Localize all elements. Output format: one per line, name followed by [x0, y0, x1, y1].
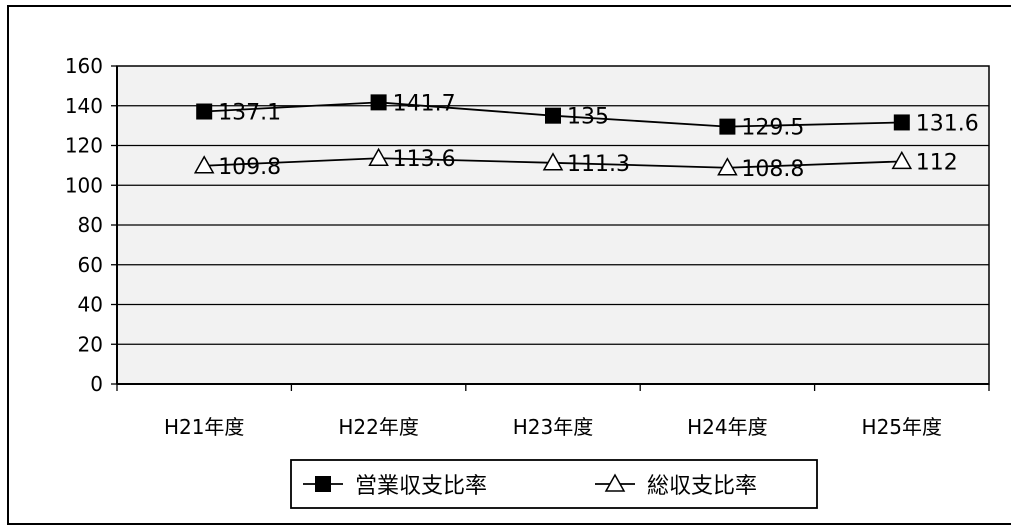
- y-tick-label-100: 100: [65, 173, 103, 197]
- marker-triangle-0: [193, 155, 215, 174]
- data-label-s1-2: 111.3: [567, 152, 630, 177]
- marker-square-3: [719, 118, 736, 135]
- legend-label-series-1: 総収支比率: [647, 474, 757, 499]
- legend-label-series-0: 営業収支比率: [355, 474, 487, 499]
- data-label-s0-1: 141.7: [393, 91, 456, 116]
- marker-square-4: [893, 114, 910, 131]
- data-label-s0-0: 137.1: [218, 101, 281, 126]
- marker-triangle-4: [891, 150, 913, 170]
- gridlines: [117, 105, 989, 345]
- x-tick-label-4: H25年度: [862, 415, 943, 439]
- marker-square-0: [196, 103, 213, 120]
- axes: [111, 65, 990, 391]
- legend-marker-square: [315, 476, 331, 492]
- data-label-s1-1: 113.6: [393, 147, 456, 172]
- y-tick-label-60: 60: [78, 253, 103, 277]
- data-label-s1-3: 108.8: [741, 157, 804, 182]
- data-label-s1-0: 109.8: [218, 155, 281, 180]
- y-tick-label-0: 0: [90, 372, 103, 396]
- data-label-s0-4: 131.6: [916, 111, 979, 136]
- legend-box: [290, 459, 818, 509]
- legend: 営業収支比率 総収支比率: [290, 459, 818, 509]
- data-label-s0-2: 135: [567, 105, 609, 130]
- y-axis-tick-labels: 0 20 40 60 80 100 120 140 160: [65, 54, 103, 396]
- series-markers: [193, 94, 913, 176]
- marker-triangle-3: [717, 157, 738, 176]
- line-chart: 0 20 40 60 80 100 120 140 160 H21年度 H22年度 H23年度 H24…: [65, 54, 990, 509]
- chart-frame: 0 20 40 60 80 100 120 140 160 H21年度 H22年度 H23年度 H24…: [7, 5, 1011, 525]
- y-tick-label-80: 80: [78, 213, 103, 237]
- y-tick-label-160: 160: [65, 54, 103, 78]
- marker-square-2: [545, 107, 561, 124]
- x-tick-label-0: H21年度: [164, 415, 245, 439]
- x-tick-label-2: H23年度: [513, 415, 594, 439]
- y-tick-label-40: 40: [78, 293, 103, 317]
- legend-marker-triangle: [604, 473, 626, 492]
- y-tick-label-20: 20: [78, 332, 103, 356]
- x-tick-label-3: H24年度: [687, 415, 768, 439]
- x-tick-label-1: H22年度: [338, 415, 419, 439]
- marker-square-1: [370, 94, 387, 111]
- data-labels: 137.1 141.7 135 129.5 131.6 109.8 113.6 111.3 10…: [218, 91, 979, 181]
- data-label-s0-3: 129.5: [741, 116, 804, 141]
- marker-triangle-2: [542, 152, 564, 171]
- data-label-s1-4: 112: [916, 150, 958, 175]
- marker-triangle-1: [368, 147, 389, 166]
- y-tick-label-120: 120: [65, 134, 103, 158]
- y-tick-label-140: 140: [65, 94, 103, 118]
- x-axis-tick-labels: H21年度 H22年度 H23年度 H24年度 H25年度: [164, 415, 942, 439]
